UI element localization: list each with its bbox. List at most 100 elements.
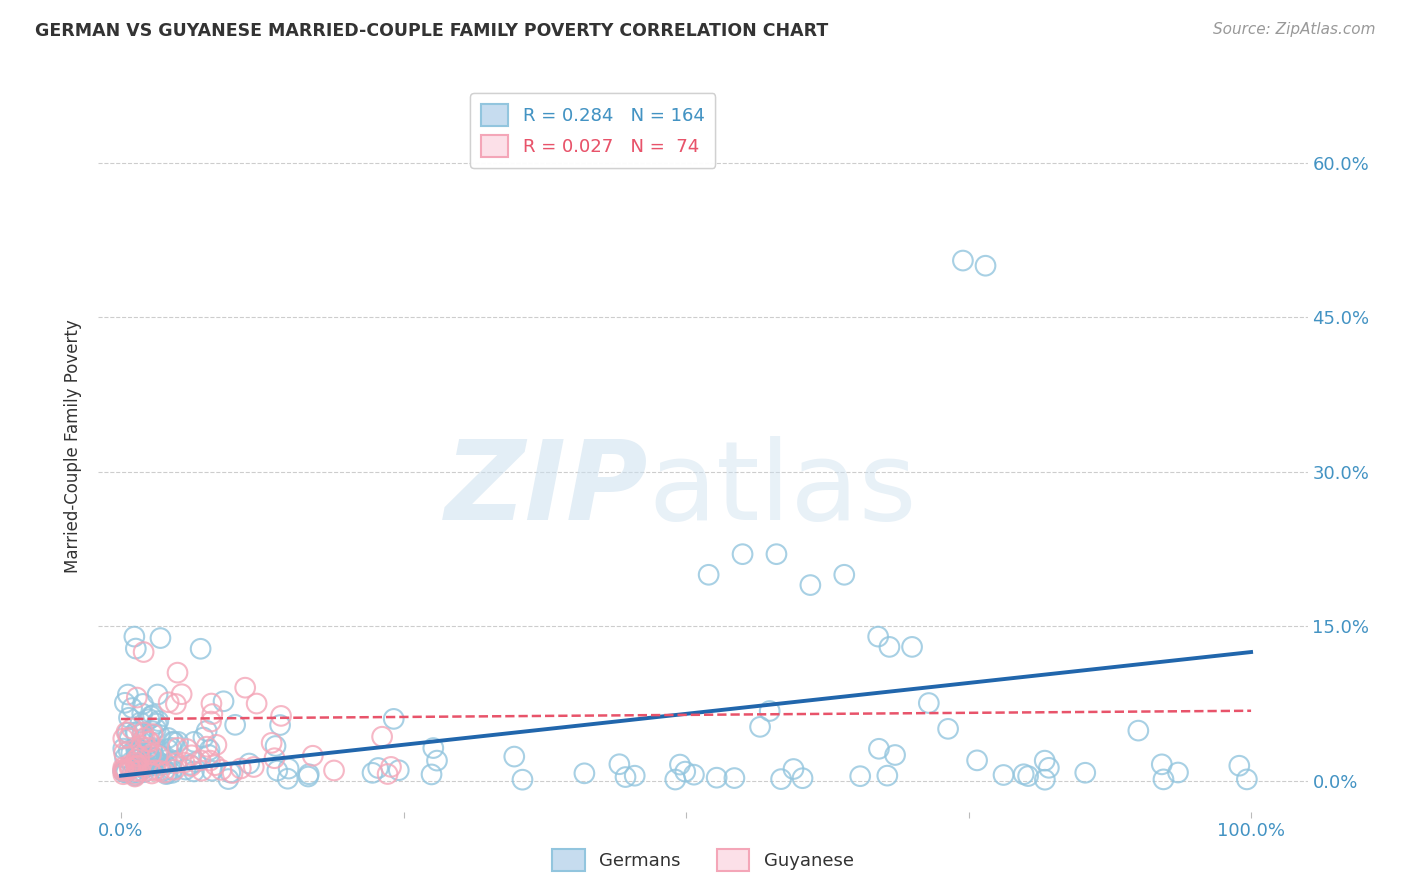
Point [174, 763, 197, 777]
Point [127, 749, 149, 764]
Point [180, 748, 202, 763]
Point [166, 756, 188, 770]
Point [132, 762, 155, 776]
Point [125, 759, 148, 773]
Point [129, 756, 152, 770]
Point [142, 756, 165, 770]
Point [176, 742, 198, 756]
Point [361, 765, 384, 780]
Point [120, 746, 142, 760]
Point [114, 696, 136, 710]
Point [157, 742, 180, 756]
Point [298, 767, 321, 781]
Text: atlas: atlas [648, 436, 917, 543]
Point [148, 744, 170, 758]
Point [131, 706, 153, 721]
Point [183, 735, 205, 749]
Point [129, 715, 152, 730]
Point [124, 767, 146, 781]
Point [128, 749, 150, 764]
Point [121, 766, 143, 780]
Point [166, 740, 188, 755]
Point [263, 751, 285, 765]
Point [974, 259, 997, 273]
Point [118, 731, 141, 746]
Point [117, 725, 139, 739]
Point [832, 567, 855, 582]
Point [129, 764, 152, 778]
Point [184, 755, 207, 769]
Point [170, 687, 193, 701]
Point [125, 641, 148, 656]
Point [136, 740, 159, 755]
Y-axis label: Married-Couple Family Poverty: Married-Couple Family Poverty [65, 319, 83, 573]
Point [297, 770, 319, 784]
Point [1038, 761, 1060, 775]
Point [125, 725, 148, 739]
Point [118, 758, 141, 772]
Point [112, 746, 135, 760]
Point [125, 740, 148, 755]
Point [112, 763, 135, 777]
Point [503, 749, 526, 764]
Point [193, 731, 215, 745]
Text: ZIP: ZIP [446, 436, 648, 543]
Point [124, 770, 146, 784]
Point [200, 714, 222, 729]
Point [1167, 765, 1189, 780]
Point [118, 711, 141, 725]
Point [138, 753, 160, 767]
Point [132, 645, 155, 659]
Point [723, 771, 745, 785]
Point [124, 725, 146, 739]
Point [153, 765, 176, 780]
Point [269, 718, 291, 732]
Point [112, 760, 135, 774]
Point [112, 764, 135, 778]
Point [201, 764, 224, 778]
Point [143, 764, 166, 778]
Point [128, 759, 150, 773]
Point [124, 753, 146, 767]
Point [574, 766, 596, 780]
Point [112, 741, 135, 756]
Point [420, 767, 443, 781]
Point [146, 688, 169, 702]
Point [139, 754, 162, 768]
Point [512, 772, 534, 787]
Point [142, 724, 165, 739]
Point [167, 735, 190, 749]
Point [117, 688, 139, 702]
Point [849, 769, 872, 783]
Point [1236, 772, 1258, 787]
Point [136, 760, 159, 774]
Point [136, 746, 159, 760]
Point [868, 630, 890, 644]
Point [160, 756, 183, 770]
Point [191, 764, 214, 778]
Point [876, 769, 898, 783]
Point [224, 718, 246, 732]
Point [153, 763, 176, 777]
Point [198, 747, 221, 762]
Point [138, 712, 160, 726]
Point [377, 767, 399, 781]
Point [160, 740, 183, 755]
Point [160, 766, 183, 780]
Point [792, 771, 814, 785]
Text: Source: ZipAtlas.com: Source: ZipAtlas.com [1212, 22, 1375, 37]
Point [149, 756, 172, 771]
Text: GERMAN VS GUYANESE MARRIED-COUPLE FAMILY POVERTY CORRELATION CHART: GERMAN VS GUYANESE MARRIED-COUPLE FAMILY… [35, 22, 828, 40]
Point [323, 764, 346, 778]
Point [204, 758, 226, 772]
Point [901, 640, 924, 654]
Point [120, 755, 142, 769]
Point [120, 762, 142, 776]
Point [114, 764, 136, 779]
Point [1074, 765, 1097, 780]
Point [139, 747, 162, 762]
Point [623, 769, 645, 783]
Point [148, 714, 170, 728]
Point [155, 757, 177, 772]
Point [1033, 772, 1056, 787]
